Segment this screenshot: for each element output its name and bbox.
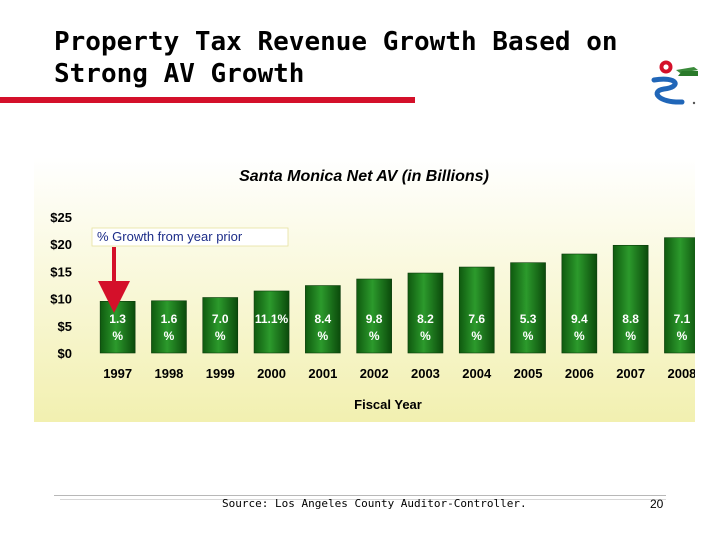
bar-label: % [625,329,636,343]
bar-label: % [523,329,534,343]
bar [99,301,136,354]
x-tick-label: 1998 [154,366,183,381]
x-tick-label: 2001 [308,366,337,381]
bar-label: 8.8 [622,312,639,326]
bar [612,244,649,354]
title-accent-rule [0,97,415,103]
y-tick-label: $15 [50,264,72,279]
x-tick-label: 2006 [565,366,594,381]
bar [356,278,392,354]
growth-annotation: % Growth from year prior [97,229,243,244]
bar [561,253,598,354]
city-logo-icon [651,60,698,105]
bar-label: % [215,329,226,343]
x-tick-label: 2005 [514,366,543,381]
bar-label: % [318,329,329,343]
x-tick-label: 2002 [360,366,389,381]
bar [458,266,495,354]
bar-label: 8.4 [315,312,332,326]
source-note: Source: Los Angeles County Auditor-Contr… [222,497,527,510]
y-tick-label: $25 [50,210,72,225]
bar-label: % [574,329,585,343]
x-tick-label: 2008 [667,366,695,381]
bar-label: 5.3 [520,312,537,326]
slide-title: Property Tax Revenue Growth Based on Str… [54,27,618,89]
footer-rule [54,495,666,496]
y-tick-label: $10 [50,292,72,307]
bar-label: % [420,329,431,343]
bar [305,285,341,354]
x-tick-label: 2007 [616,366,645,381]
bar [407,272,444,354]
bar-label: 7.1 [674,312,691,326]
x-tick-label: 1999 [206,366,235,381]
bar-label: % [677,329,688,343]
bar-label: 8.2 [417,312,434,326]
bar-label: % [471,329,482,343]
annotation-box [91,227,289,247]
page-number: 20 [650,497,664,511]
bar-label: 1.3 [109,312,126,326]
chart-title: Santa Monica Net AV (in Billions) [239,168,489,185]
bars [99,237,695,354]
y-tick-label: $20 [50,237,72,252]
bar-label: 9.8 [366,312,383,326]
bar [510,262,546,354]
bar-label: % [112,329,123,343]
bar [151,300,187,354]
bar-label: 11.1% [255,312,289,326]
x-tick-label: 2004 [462,366,492,381]
bar [664,237,695,354]
bar-label: 7.6 [468,312,485,326]
bar-label: 7.0 [212,312,229,326]
bar [202,297,239,354]
footer-rule-secondary [60,499,666,500]
y-axis-ticks: $0 $5 $10 $15 $20 $25 [50,210,72,361]
bar-label: 1.6 [161,312,178,326]
bar-labels: 1.3% 1.6% 7.0% 11.1% 8.4% 9.8% 8.2% 7.6% 5.3% 9.4… [109,312,690,343]
x-axis-ticks: 1997 1998 1999 2000 2001 2002 2003 2004 2005 2006… [103,366,695,381]
chart: Santa Monica Net AV (in Billions) $0 $5 $1… [34,157,695,422]
y-tick-label: $5 [58,319,72,334]
x-tick-label: 2003 [411,366,440,381]
bar-label: 9.4 [571,312,588,326]
x-axis-title: Fiscal Year [354,397,422,412]
bar-label: % [164,329,175,343]
x-tick-label: 1997 [103,366,132,381]
x-tick-label: 2000 [257,366,286,381]
bar-label: % [369,329,380,343]
y-tick-label: $0 [58,346,72,361]
bar [253,290,290,354]
